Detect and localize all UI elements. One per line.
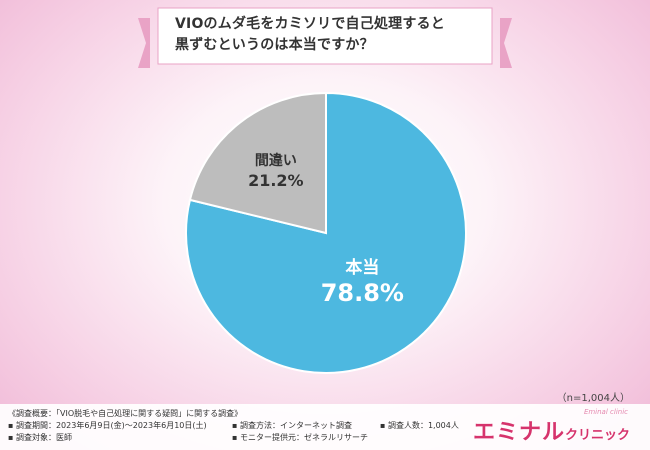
sample-size-label: （n=1,004人） (556, 393, 630, 404)
slice-value-label-2: 21.2% (248, 171, 304, 190)
chart-title-line2: 黒ずむというのは本当ですか？ (175, 37, 374, 53)
chart-title-line1: VIOのムダ毛をカミソリで自己処理すると (175, 16, 445, 32)
title-banner (138, 7, 512, 68)
slice-category-label-1: 本当 (345, 257, 379, 278)
survey-footer: 《調査概要：「VIO脱毛や自己処理に関する疑問」に関する調査》 ▪ 調査期間：2… (0, 404, 650, 450)
survey-method: ▪ 調査方法：インターネット調査 (232, 421, 352, 430)
logo-script: Eminal clinic (583, 408, 628, 416)
survey-target: ▪ 調査対象：医師 (8, 433, 72, 442)
survey-title: 《調査概要：「VIO脱毛や自己処理に関する疑問」に関する調査》 (8, 409, 243, 418)
pie-slice-2 (188, 91, 327, 235)
clinic-logo: エミナルクリニック (473, 414, 630, 446)
survey-respondents: ▪ 調査人数：1,004人 (380, 421, 459, 430)
survey-period: ▪ 調査期間：2023年6月9日(金)〜2023年6月10日(土) (8, 421, 207, 430)
chart-title: VIOのムダ毛をカミソリで自己処理すると 黒ずむというのは本当ですか？ (175, 14, 495, 56)
clinic-logo-main: エミナル (472, 420, 565, 445)
survey-provider: ▪ モニター提供元：ゼネラルリサーチ (232, 433, 368, 442)
slice-value-label-1: 78.8% (321, 279, 404, 307)
clinic-logo-sub: クリニック (564, 428, 630, 443)
slice-category-label-2: 間違い (255, 152, 297, 169)
